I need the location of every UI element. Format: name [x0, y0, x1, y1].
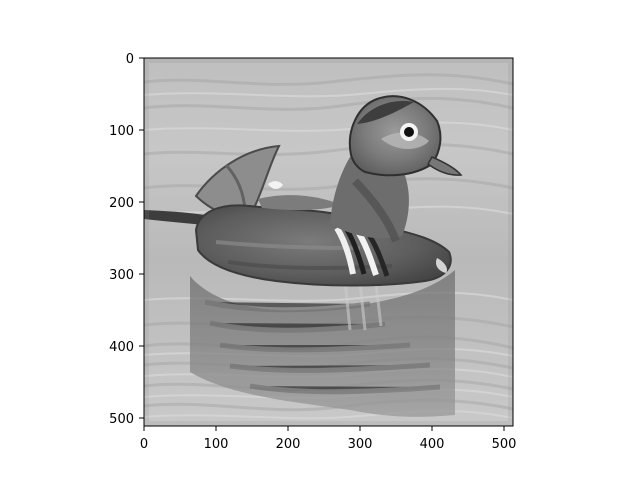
grayscale-duck-image [144, 58, 513, 426]
duck-reflection [190, 270, 455, 417]
stick-in-water [144, 210, 205, 225]
x-tick-label-200: 200 [276, 437, 301, 452]
x-tick-label-500: 500 [492, 437, 517, 452]
y-tick-label-0: 0 [126, 52, 134, 67]
x-tick-label-300: 300 [348, 437, 373, 452]
y-axis: 0 100 200 300 400 500 [109, 52, 144, 427]
axes-frame [143, 57, 514, 427]
y-tick-label-300: 300 [109, 268, 134, 283]
y-tick-label-100: 100 [109, 124, 134, 139]
y-tick-label-200: 200 [109, 196, 134, 211]
x-axis: 0 100 200 300 400 500 [140, 426, 517, 452]
y-tick-label-500: 500 [109, 412, 134, 427]
y-tick-label-400: 400 [109, 340, 134, 355]
duck-beak [427, 156, 463, 176]
x-tick-label-100: 100 [204, 437, 229, 452]
x-tick-label-400: 400 [420, 437, 445, 452]
x-tick-label-0: 0 [140, 437, 148, 452]
